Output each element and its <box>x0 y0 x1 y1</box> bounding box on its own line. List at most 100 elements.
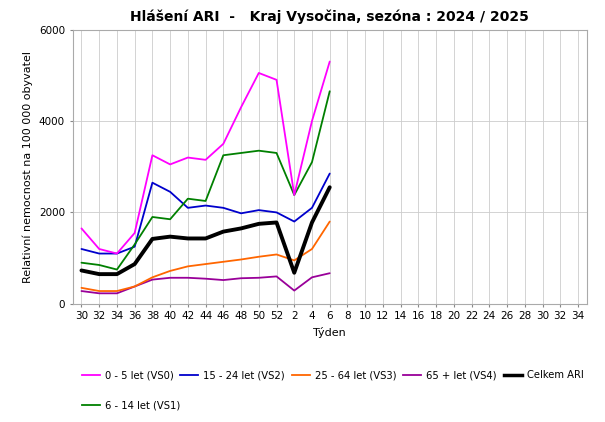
25 - 64 let (VS3) <box>166 268 174 273</box>
Celkem ARI <box>309 220 316 225</box>
Line: 25 - 64 let (VS3): 25 - 64 let (VS3) <box>82 222 330 291</box>
Line: 15 - 24 let (VS2): 15 - 24 let (VS2) <box>82 173 330 254</box>
6 - 14 let (VS1) <box>220 153 227 158</box>
65 + let (VS4) <box>237 276 244 281</box>
15 - 24 let (VS2) <box>273 210 280 215</box>
65 + let (VS4) <box>96 291 103 296</box>
Celkem ARI <box>131 262 139 267</box>
6 - 14 let (VS1) <box>309 160 316 165</box>
6 - 14 let (VS1) <box>166 217 174 222</box>
25 - 64 let (VS3) <box>255 254 263 259</box>
15 - 24 let (VS2) <box>202 203 209 208</box>
6 - 14 let (VS1) <box>290 192 298 197</box>
25 - 64 let (VS3) <box>149 275 156 280</box>
15 - 24 let (VS2) <box>113 251 120 256</box>
65 + let (VS4) <box>309 275 316 280</box>
15 - 24 let (VS2) <box>326 171 333 176</box>
15 - 24 let (VS2) <box>131 244 139 249</box>
Celkem ARI <box>220 229 227 234</box>
15 - 24 let (VS2) <box>290 219 298 224</box>
65 + let (VS4) <box>255 275 263 280</box>
15 - 24 let (VS2) <box>220 205 227 210</box>
65 + let (VS4) <box>166 275 174 280</box>
15 - 24 let (VS2) <box>166 189 174 195</box>
15 - 24 let (VS2) <box>309 205 316 210</box>
Celkem ARI <box>96 272 103 277</box>
65 + let (VS4) <box>220 278 227 283</box>
6 - 14 let (VS1) <box>237 150 244 155</box>
Celkem ARI <box>166 234 174 239</box>
15 - 24 let (VS2) <box>237 211 244 216</box>
65 + let (VS4) <box>326 271 333 276</box>
65 + let (VS4) <box>185 275 192 280</box>
0 - 5 let (VS0) <box>113 251 120 256</box>
25 - 64 let (VS3) <box>273 252 280 257</box>
6 - 14 let (VS1) <box>96 262 103 268</box>
0 - 5 let (VS0) <box>131 230 139 235</box>
Title: Hlášení ARI  -   Kraj Vysočina, sezóna : 2024 / 2025: Hlášení ARI - Kraj Vysočina, sezóna : 20… <box>130 10 529 24</box>
Celkem ARI <box>290 270 298 275</box>
X-axis label: Týden: Týden <box>313 327 346 338</box>
Line: Celkem ARI: Celkem ARI <box>82 187 330 274</box>
0 - 5 let (VS0) <box>166 162 174 167</box>
Celkem ARI <box>202 236 209 241</box>
25 - 64 let (VS3) <box>131 284 139 289</box>
6 - 14 let (VS1) <box>326 89 333 94</box>
Y-axis label: Relativní nemocnost na 100 000 obyvatel: Relativní nemocnost na 100 000 obyvatel <box>23 51 33 283</box>
25 - 64 let (VS3) <box>220 259 227 264</box>
15 - 24 let (VS2) <box>78 246 85 252</box>
0 - 5 let (VS0) <box>78 226 85 231</box>
15 - 24 let (VS2) <box>255 208 263 213</box>
25 - 64 let (VS3) <box>290 258 298 263</box>
25 - 64 let (VS3) <box>237 257 244 262</box>
Celkem ARI <box>78 268 85 273</box>
6 - 14 let (VS1) <box>113 267 120 272</box>
65 + let (VS4) <box>290 288 298 293</box>
Celkem ARI <box>185 236 192 241</box>
25 - 64 let (VS3) <box>96 289 103 294</box>
15 - 24 let (VS2) <box>149 180 156 185</box>
6 - 14 let (VS1) <box>78 260 85 265</box>
25 - 64 let (VS3) <box>185 264 192 269</box>
6 - 14 let (VS1) <box>255 148 263 153</box>
0 - 5 let (VS0) <box>326 59 333 64</box>
65 + let (VS4) <box>113 291 120 296</box>
65 + let (VS4) <box>273 274 280 279</box>
0 - 5 let (VS0) <box>290 192 298 197</box>
0 - 5 let (VS0) <box>237 105 244 110</box>
0 - 5 let (VS0) <box>202 157 209 162</box>
15 - 24 let (VS2) <box>185 205 192 210</box>
25 - 64 let (VS3) <box>78 285 85 290</box>
Celkem ARI <box>149 236 156 241</box>
25 - 64 let (VS3) <box>326 219 333 224</box>
0 - 5 let (VS0) <box>149 153 156 158</box>
0 - 5 let (VS0) <box>309 119 316 124</box>
0 - 5 let (VS0) <box>185 155 192 160</box>
65 + let (VS4) <box>78 289 85 294</box>
Line: 6 - 14 let (VS1): 6 - 14 let (VS1) <box>82 91 330 270</box>
Celkem ARI <box>255 221 263 226</box>
6 - 14 let (VS1) <box>185 196 192 201</box>
Celkem ARI <box>113 272 120 277</box>
0 - 5 let (VS0) <box>96 246 103 252</box>
65 + let (VS4) <box>131 284 139 289</box>
0 - 5 let (VS0) <box>255 70 263 76</box>
Line: 65 + let (VS4): 65 + let (VS4) <box>82 273 330 293</box>
25 - 64 let (VS3) <box>309 246 316 252</box>
15 - 24 let (VS2) <box>96 251 103 256</box>
0 - 5 let (VS0) <box>220 141 227 146</box>
Celkem ARI <box>273 220 280 225</box>
Legend: 6 - 14 let (VS1): 6 - 14 let (VS1) <box>77 397 184 415</box>
0 - 5 let (VS0) <box>273 77 280 82</box>
6 - 14 let (VS1) <box>273 150 280 155</box>
65 + let (VS4) <box>149 277 156 282</box>
Celkem ARI <box>326 185 333 190</box>
65 + let (VS4) <box>202 276 209 281</box>
6 - 14 let (VS1) <box>131 242 139 247</box>
6 - 14 let (VS1) <box>149 214 156 219</box>
Celkem ARI <box>237 226 244 231</box>
25 - 64 let (VS3) <box>113 289 120 294</box>
Line: 0 - 5 let (VS0): 0 - 5 let (VS0) <box>82 62 330 254</box>
25 - 64 let (VS3) <box>202 262 209 267</box>
6 - 14 let (VS1) <box>202 198 209 203</box>
